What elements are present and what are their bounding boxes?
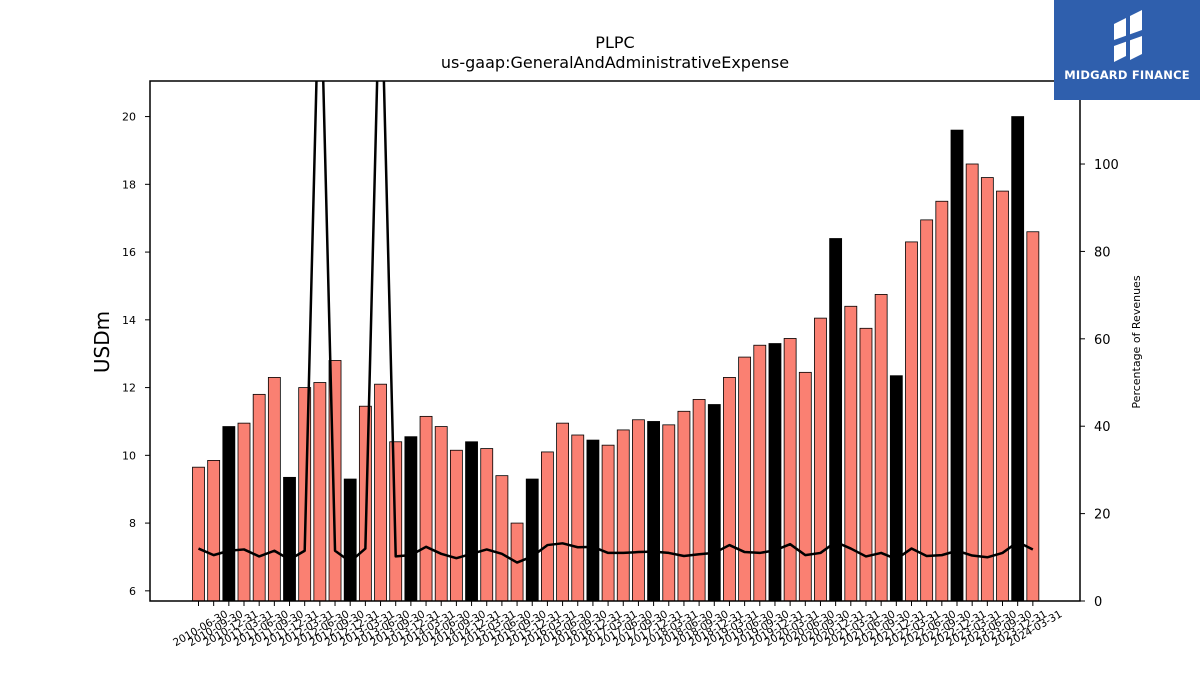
bar [495, 475, 509, 602]
bar [738, 356, 752, 602]
bar [829, 238, 843, 602]
y-tick-label: 18 [122, 178, 136, 191]
bar [207, 460, 221, 602]
bar [283, 476, 296, 602]
bar [647, 421, 660, 602]
bar [814, 317, 827, 602]
y2-tick-label: 60 [1094, 333, 1111, 348]
y-tick-label: 12 [122, 382, 136, 395]
bar [889, 375, 903, 602]
bar [768, 343, 782, 602]
bar [237, 422, 251, 602]
chart-subtitle: us-gaap:GeneralAndAdministrativeExpense [441, 53, 789, 72]
y-tick-label: 14 [122, 314, 136, 327]
y2-tick-label: 0 [1094, 595, 1102, 610]
y-tick-label: 16 [122, 246, 136, 259]
bar [374, 383, 387, 602]
midgard-logo-icon [1114, 10, 1142, 62]
chart-title: PLPC [595, 33, 634, 52]
bar [859, 327, 873, 602]
y-tick-label: 10 [122, 449, 136, 462]
bar [404, 436, 418, 602]
percentage-line [198, 81, 1034, 564]
bar [965, 163, 979, 602]
logo-text: MIDGARD FINANCE [1064, 68, 1190, 82]
y-axis-label: USDm [90, 311, 114, 373]
bar [434, 426, 448, 602]
bar [662, 424, 676, 602]
y2-tick-label: 80 [1094, 245, 1111, 260]
bar [920, 219, 934, 602]
bar [950, 129, 964, 602]
axes-group: 681012141618200204060801002010-06-302010… [122, 80, 1119, 649]
bar [525, 478, 539, 602]
y2-tick-label: 20 [1094, 508, 1111, 523]
bar [753, 344, 767, 602]
y2-axis-label: Percentage of Revenues [1130, 275, 1143, 408]
y-tick-label: 8 [129, 517, 136, 530]
bar [449, 449, 463, 602]
bar [541, 451, 554, 602]
bar [556, 422, 569, 602]
brand-logo: MIDGARD FINANCE [1054, 0, 1200, 100]
bar [616, 429, 630, 602]
bar [601, 444, 615, 602]
bar [707, 404, 721, 602]
bar [192, 466, 205, 602]
bar [905, 241, 918, 602]
bar [571, 434, 585, 602]
bar [783, 338, 797, 602]
bar [480, 448, 494, 602]
bar [692, 399, 706, 602]
bar [586, 439, 600, 602]
bar [844, 305, 858, 602]
plot-frame [149, 80, 1081, 602]
bar [343, 478, 357, 602]
bar [313, 382, 327, 602]
y-tick-label: 6 [129, 585, 136, 598]
bar [980, 177, 994, 602]
bar [222, 426, 236, 602]
y2-tick-label: 100 [1094, 158, 1119, 173]
bar [677, 410, 691, 602]
bar [267, 377, 281, 602]
bar [996, 190, 1009, 602]
y2-tick-label: 40 [1094, 420, 1111, 435]
bars-group [192, 116, 1040, 602]
bar [632, 419, 645, 602]
bar [1011, 116, 1025, 602]
y-tick-label: 20 [122, 111, 136, 124]
bar [419, 415, 433, 602]
bar [465, 441, 478, 602]
bar [1026, 231, 1040, 602]
bar [935, 200, 949, 602]
bar [723, 377, 736, 602]
line-group [198, 81, 1034, 564]
bar [252, 393, 266, 602]
bar [798, 371, 812, 602]
